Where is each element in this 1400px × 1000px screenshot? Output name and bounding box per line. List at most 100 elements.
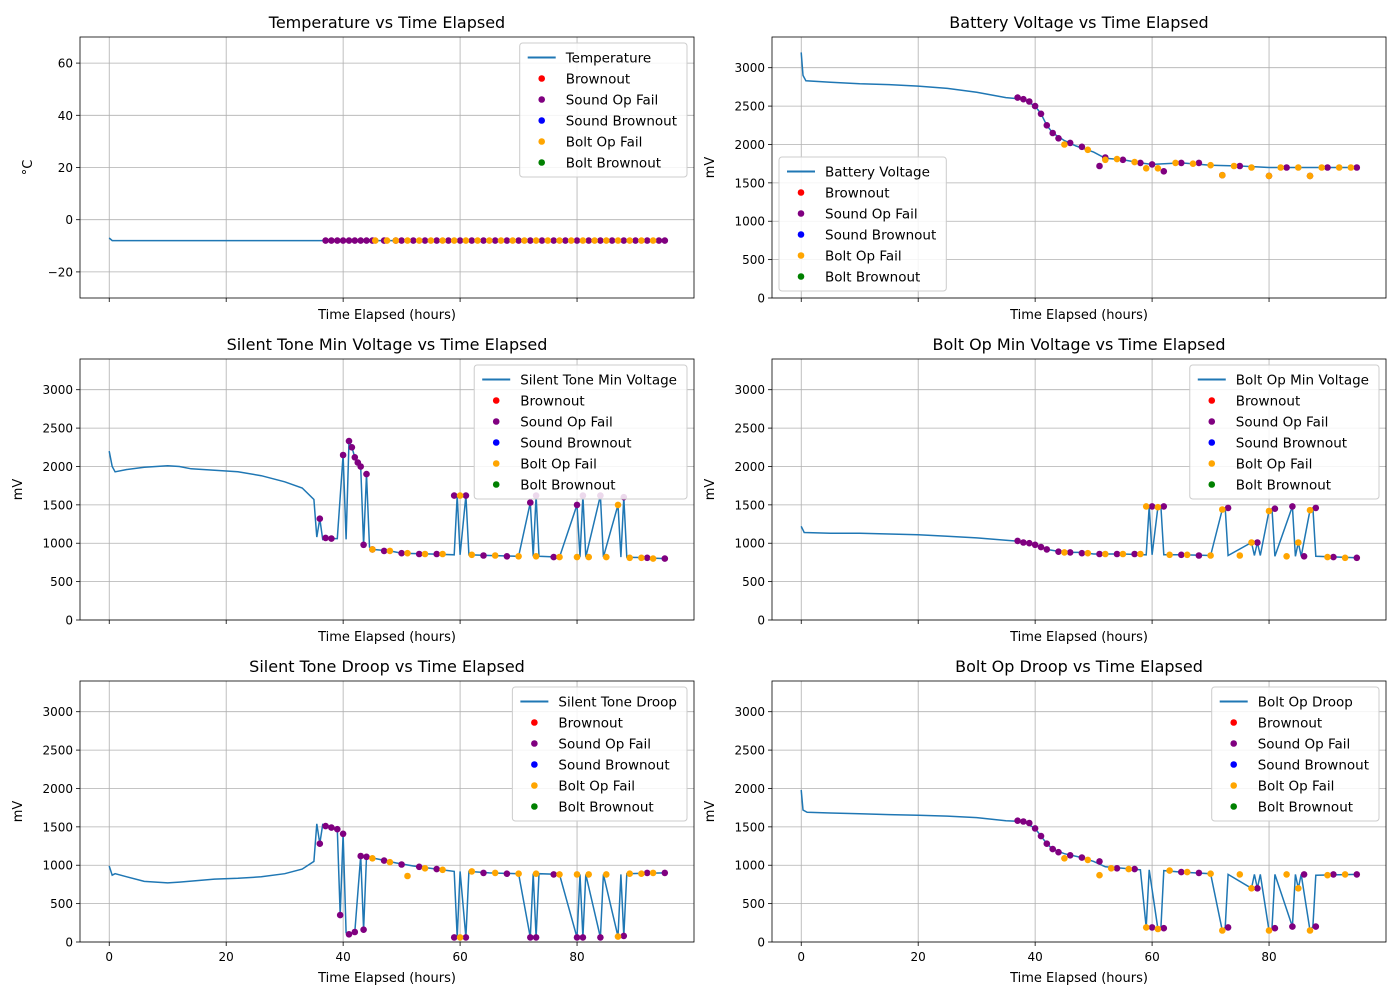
chart-3-point-bolt-op-fail [573,553,581,561]
chart-1-legend-label-sound-op-fail: Sound Op Fail [566,93,659,109]
chart-6-xtick-label: 80 [1261,950,1276,964]
chart-1-point-sound-op-fail [456,237,464,244]
chart-5-point-bolt-op-fail [456,934,464,941]
chart-5-point-bolt-op-fail [585,871,592,878]
chart-3-legend-label-bolt-op-fail: Bolt Op Fail [520,457,597,473]
chart-1-point-sound-op-fail [515,237,522,244]
chart-4-point-bolt-op-fail [1061,549,1068,556]
chart-5-line-silent-tone-droop [108,823,665,938]
chart-5-point-sound-op-fail [316,840,324,847]
chart-4-point-bolt-op-fail [1248,539,1255,546]
chart-2-legend-label-sound-op-fail: Sound Op Fail [825,207,918,223]
chart-2-point-sound-op-fail [1195,159,1203,167]
chart-3-legend-swatch-bolt-brownout [492,481,500,488]
chart-4-point-sound-op-fail [1037,543,1045,551]
chart-3-point-sound-op-fail [351,454,359,461]
chart-1-point-bolt-op-fail [372,237,379,244]
chart-3-legend-label-silent-tone-min-voltage: Silent Tone Min Voltage [520,373,677,389]
chart-3-ytick-label: 0 [65,614,73,628]
chart-3-ylabel: mV [11,479,26,501]
chart-5-point-bolt-op-fail [369,855,376,862]
chart-4-point-sound-op-fail [1330,553,1337,561]
chart-3-point-sound-op-fail [433,550,441,558]
chart-4-point-sound-op-fail [1160,503,1168,510]
chart-5-point-sound-op-fail [360,926,367,933]
chart-3-legend: Silent Tone Min Voltage Brownout Sound Op … [473,364,688,500]
chart-5-ylabel: mV [11,801,26,823]
chart-6-point-bolt-op-fail [1306,927,1314,934]
chart-5-point-bolt-op-fail [638,870,645,877]
chart-1-point-sound-op-fail [351,237,359,244]
chart-4-legend-swatch-sound-brownout [1208,439,1216,446]
chart-1-point-bolt-op-fail [638,237,645,244]
chart-1-legend-swatch-sound-brownout [538,117,546,124]
chart-2-point-bolt-op-fail [1102,156,1109,164]
chart-6-legend-box [1211,686,1380,822]
chart-1-legend-label-bolt-op-fail: Bolt Op Fail [566,135,643,151]
chart-1-point-sound-op-fail [661,237,669,244]
chart-5-point-bolt-op-fail [532,870,540,877]
chart-5-ytick-label: 500 [50,897,73,911]
chart-3-point-sound-op-fail [503,553,511,560]
chart-5-point-sound-op-fail [334,825,341,833]
chart-2-point-bolt-op-fail [1295,164,1302,171]
chart-5-point-bolt-op-fail [439,866,446,874]
chart-6-point-sound-op-fail [1066,852,1074,859]
chart-1-point-sound-op-fail [585,237,592,244]
chart-1-legend-swatch-bolt-op-fail [538,138,546,145]
chart-6-point-bolt-op-fail [1154,925,1162,933]
chart-1-legend-label-temperature: Temperature [565,51,652,67]
chart-4-point-bolt-op-fail [1142,503,1150,510]
chart-4-point-sound-op-fail [1148,503,1156,510]
chart-4-point-bolt-op-fail [1154,503,1162,511]
chart-1-ytick-label: −20 [48,265,73,279]
chart-6-axes-frame [771,680,1387,943]
chart-4-point-bolt-op-fail [1084,549,1092,557]
chart-4-legend-label-sound-brownout: Sound Brownout [1236,436,1347,452]
chart-4-ytick-label: 1500 [734,498,765,512]
chart-4-point-bolt-op-fail [1324,553,1331,561]
chart-4-point-sound-op-fail [1026,539,1033,547]
chart-4-xlabel: Time Elapsed (hours) [1009,630,1148,645]
chart-4-point-bolt-op-fail [1236,552,1244,559]
chart-6-point-sound-op-fail [1160,924,1168,932]
chart-3-point-bolt-op-fail [614,501,622,509]
chart-3-point-bolt-op-fail [369,546,376,553]
chart-2-point-bolt-op-fail [1248,164,1255,171]
chart-4-point-sound-op-fail [1254,539,1261,546]
chart-5-point-bolt-op-fail [491,869,499,877]
chart-4-legend-label-sound-op-fail: Sound Op Fail [1236,415,1329,431]
chart-3-ytick-label: 500 [50,575,73,589]
chart-6-legend-label-bolt-op-fail: Bolt Op Fail [1258,779,1335,795]
chart-4-axes-frame [771,358,1387,621]
chart-5-point-sound-op-fail [643,869,651,877]
chart-2-point-bolt-op-fail [1230,162,1238,170]
chart-1-point-bolt-op-fail [474,237,481,244]
chart-6-point-bolt-op-fail [1125,865,1132,873]
chart-1-title: Temperature vs Time Elapsed [268,13,505,32]
chart-2-legend-box [778,156,947,292]
chart-5-point-sound-op-fail [480,869,487,877]
chart-1-legend-swatch-bolt-brownout [538,159,546,166]
chart-6-legend-label-sound-op-fail: Sound Op Fail [1258,737,1351,753]
chart-5-point-sound-op-fail [322,822,329,830]
chart-5-ytick-label: 0 [65,936,73,950]
chart-6-point-sound-op-fail [1254,885,1261,892]
chart-3-point-sound-op-fail [661,555,669,562]
chart-3-point-bolt-op-fail [468,551,476,559]
chart-5-legend-label-bolt-brownout: Bolt Brownout [558,800,653,816]
chart-1-point-sound-op-fail [620,237,628,244]
chart-1-point-sound-op-fail [328,237,335,244]
chart-2-point-bolt-op-fail [1113,155,1121,163]
chart-6-point-sound-op-fail [1289,923,1296,930]
chart-3-legend-label-sound-brownout: Sound Brownout [520,436,631,452]
chart-4-ytick-label: 0 [757,614,765,628]
chart-5-point-sound-op-fail [336,911,344,919]
chart-1-point-bolt-op-fail [556,237,563,244]
chart-3-point-bolt-op-fail [626,554,633,562]
chart-2-point-bolt-op-fail [1265,172,1273,180]
chart-5-point-sound-op-fail [573,934,581,941]
chart-5-ytick-label: 1500 [42,820,73,834]
chart-3-point-bolt-op-fail [404,549,411,557]
chart-4-point-sound-op-fail [1031,541,1039,549]
